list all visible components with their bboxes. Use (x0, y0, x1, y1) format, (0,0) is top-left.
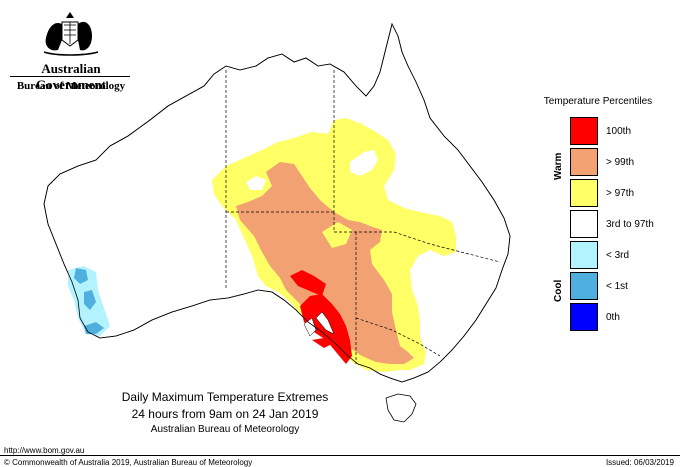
region-100th-gulf (312, 338, 332, 348)
border-nsw-vic (355, 317, 441, 357)
state-borders (225, 70, 501, 364)
border-sa-qld (333, 212, 394, 233)
legend-swatch (570, 272, 598, 300)
legend-title: Temperature Percentiles (543, 96, 653, 107)
legend-swatch (570, 241, 598, 269)
gulf-st-vincent (315, 311, 335, 335)
legend-swatch (570, 303, 598, 331)
legend-swatch (570, 210, 598, 238)
legend-cool-label: Cool (553, 279, 564, 302)
copyright-text: © Commonwealth of Australia 2019, Austra… (4, 458, 253, 467)
australia-coastline-stroke (43, 22, 511, 383)
legend-label: 0th (606, 312, 620, 323)
region-normal-west (246, 176, 266, 190)
footer-divider (0, 455, 680, 456)
border-qld-nsw (393, 231, 501, 263)
region-above-99th (236, 162, 414, 364)
region-above-97th-pocket (322, 222, 352, 248)
legend-label: < 3rd (606, 250, 630, 261)
legend-warm-label: Warm (553, 152, 564, 180)
government-title: Australian Government (35, 61, 107, 92)
legend-label: > 97th (606, 188, 635, 199)
caption-title: Daily Maximum Temperature Extremes (121, 390, 329, 404)
legend-swatch (570, 179, 598, 207)
coat-of-arms-icon (43, 12, 99, 56)
website-link[interactable]: http://www.bom.gov.au (4, 446, 85, 455)
legend-label: < 1st (606, 281, 628, 292)
issued-date: Issued: 06/03/2019 (605, 458, 674, 467)
region-below-1st-a (74, 268, 88, 284)
legend-swatch (570, 117, 598, 145)
legend-label: > 99th (606, 157, 635, 168)
caption-period: 24 hours from 9am on 24 Jan 2019 (131, 407, 319, 421)
branding-divider (10, 76, 130, 77)
tasmania-outline (385, 393, 417, 423)
region-normal-north (350, 150, 378, 176)
spencer-gulf (303, 317, 317, 337)
legend-label: 100th (606, 126, 632, 137)
region-below-1st-b (84, 290, 96, 310)
region-100th-north (290, 270, 326, 296)
legend-swatch (570, 148, 598, 176)
bureau-title: Bureau of Meteorology (16, 80, 126, 92)
caption-source: Australian Bureau of Meteorology (150, 424, 300, 435)
region-below-1st-c (84, 322, 104, 334)
legend-label: 3rd to 97th (606, 219, 654, 230)
